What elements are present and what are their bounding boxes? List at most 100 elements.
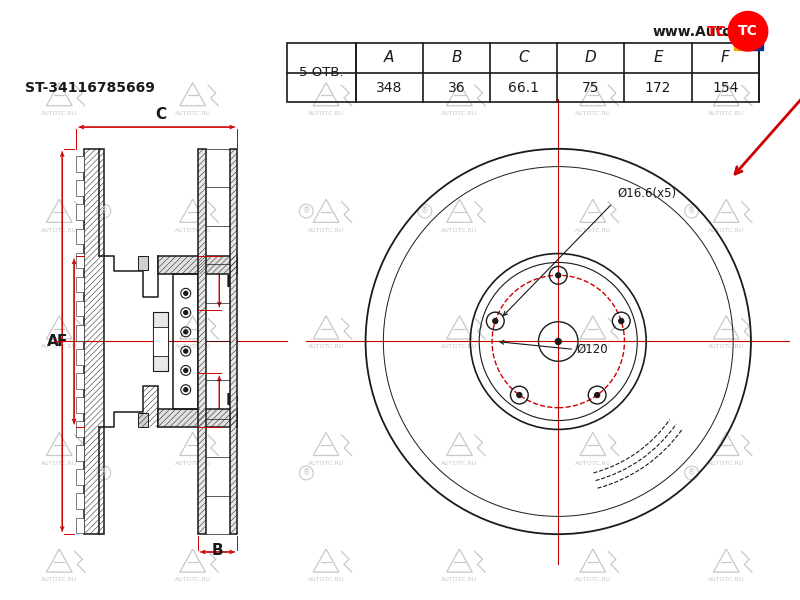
Text: AUTOTC.RU: AUTOTC.RU: [442, 577, 478, 583]
Bar: [153, 326, 168, 356]
Text: AUTOTC.RU: AUTOTC.RU: [442, 461, 478, 466]
Bar: [76, 301, 84, 316]
Bar: [230, 149, 238, 534]
Text: 75: 75: [582, 80, 600, 95]
Text: AUTOTC.RU: AUTOTC.RU: [41, 111, 78, 116]
Bar: [76, 205, 84, 220]
Text: Ø16.6(x5): Ø16.6(x5): [618, 187, 677, 200]
Text: AUTOTC.RU: AUTOTC.RU: [442, 344, 478, 349]
Text: AUTOTC.RU: AUTOTC.RU: [41, 577, 78, 583]
Bar: [76, 253, 84, 268]
Circle shape: [517, 392, 522, 398]
Text: ST-34116785669: ST-34116785669: [25, 80, 154, 95]
Circle shape: [618, 319, 624, 323]
Text: AUTOTC.RU: AUTOTC.RU: [442, 111, 478, 116]
Text: Ø120: Ø120: [576, 343, 608, 356]
Bar: [76, 445, 84, 461]
Text: D: D: [585, 50, 597, 65]
Text: www.Auto: www.Auto: [652, 25, 732, 40]
Circle shape: [184, 368, 188, 373]
Text: AUTOTC.RU: AUTOTC.RU: [574, 344, 611, 349]
Bar: [173, 274, 198, 409]
Text: F: F: [721, 50, 730, 65]
Bar: [286, 43, 759, 103]
Text: ®: ®: [421, 206, 429, 215]
Text: ®: ®: [688, 206, 695, 215]
Bar: [158, 409, 238, 427]
Bar: [76, 349, 84, 365]
Circle shape: [493, 319, 498, 323]
Bar: [84, 149, 104, 534]
Text: TC: TC: [738, 24, 758, 38]
Bar: [76, 325, 84, 341]
Text: 36: 36: [448, 80, 466, 95]
Text: B: B: [212, 543, 223, 558]
Circle shape: [556, 273, 561, 278]
Text: AUTOTC.RU: AUTOTC.RU: [174, 461, 210, 466]
Text: AUTOTC.RU: AUTOTC.RU: [41, 461, 78, 466]
Text: 348: 348: [376, 80, 402, 95]
Text: E: E: [654, 50, 663, 65]
Bar: [76, 181, 84, 196]
Bar: [158, 256, 238, 274]
Bar: [138, 413, 148, 427]
Text: AUTOTC.RU: AUTOTC.RU: [41, 227, 78, 233]
Text: 154: 154: [712, 80, 738, 95]
Text: C: C: [518, 50, 529, 65]
Bar: [76, 469, 84, 485]
Bar: [153, 312, 168, 371]
Circle shape: [594, 392, 600, 398]
Circle shape: [555, 338, 562, 344]
Text: AUTOTC.RU: AUTOTC.RU: [574, 461, 611, 466]
Circle shape: [728, 11, 768, 51]
Bar: [198, 149, 206, 534]
Text: ®: ®: [100, 469, 107, 478]
Circle shape: [184, 330, 188, 334]
Text: AUTOTC.RU: AUTOTC.RU: [574, 111, 611, 116]
Text: AUTOTC.RU: AUTOTC.RU: [174, 344, 210, 349]
Text: C: C: [155, 107, 166, 122]
Text: AUTOTC.RU: AUTOTC.RU: [708, 227, 744, 233]
Circle shape: [184, 388, 188, 392]
Text: AUTOTC.RU: AUTOTC.RU: [708, 461, 744, 466]
Bar: [138, 256, 148, 270]
Text: A: A: [46, 334, 58, 349]
Text: AUTOTC.RU: AUTOTC.RU: [308, 111, 344, 116]
Bar: [749, 36, 762, 50]
Circle shape: [184, 292, 188, 295]
Text: AUTOTC.RU: AUTOTC.RU: [174, 227, 210, 233]
Bar: [734, 36, 748, 50]
Bar: [76, 229, 84, 244]
Bar: [76, 518, 84, 533]
Text: ®: ®: [302, 206, 310, 215]
Text: 66.1: 66.1: [508, 80, 539, 95]
Bar: [76, 373, 84, 389]
Text: .ru: .ru: [722, 25, 744, 40]
Text: AUTOTC.RU: AUTOTC.RU: [708, 344, 744, 349]
Text: TC: TC: [706, 25, 726, 40]
Circle shape: [184, 311, 188, 314]
Text: AUTOTC.RU: AUTOTC.RU: [174, 111, 210, 116]
Text: AUTOTC.RU: AUTOTC.RU: [308, 461, 344, 466]
Text: AUTOTC.RU: AUTOTC.RU: [308, 577, 344, 583]
Text: AUTOTC.RU: AUTOTC.RU: [574, 577, 611, 583]
Text: AUTOTC.RU: AUTOTC.RU: [41, 344, 78, 349]
Text: 172: 172: [645, 80, 671, 95]
Text: 5 ОТВ.: 5 ОТВ.: [299, 66, 343, 79]
Text: AUTOTC.RU: AUTOTC.RU: [442, 227, 478, 233]
Text: B: B: [451, 50, 462, 65]
Circle shape: [184, 349, 188, 353]
Text: AUTOTC.RU: AUTOTC.RU: [174, 577, 210, 583]
Text: AUTOTC.RU: AUTOTC.RU: [308, 344, 344, 349]
Text: ®: ®: [302, 469, 310, 478]
Text: E: E: [226, 275, 236, 290]
Text: F: F: [57, 334, 67, 349]
Text: AUTOTC.RU: AUTOTC.RU: [708, 577, 744, 583]
Bar: [76, 421, 84, 437]
Text: AUTOTC.RU: AUTOTC.RU: [574, 227, 611, 233]
Text: A: A: [384, 50, 394, 65]
Text: ®: ®: [688, 469, 695, 478]
Bar: [76, 397, 84, 413]
Text: AUTOTC.RU: AUTOTC.RU: [308, 227, 344, 233]
Bar: [76, 156, 84, 172]
